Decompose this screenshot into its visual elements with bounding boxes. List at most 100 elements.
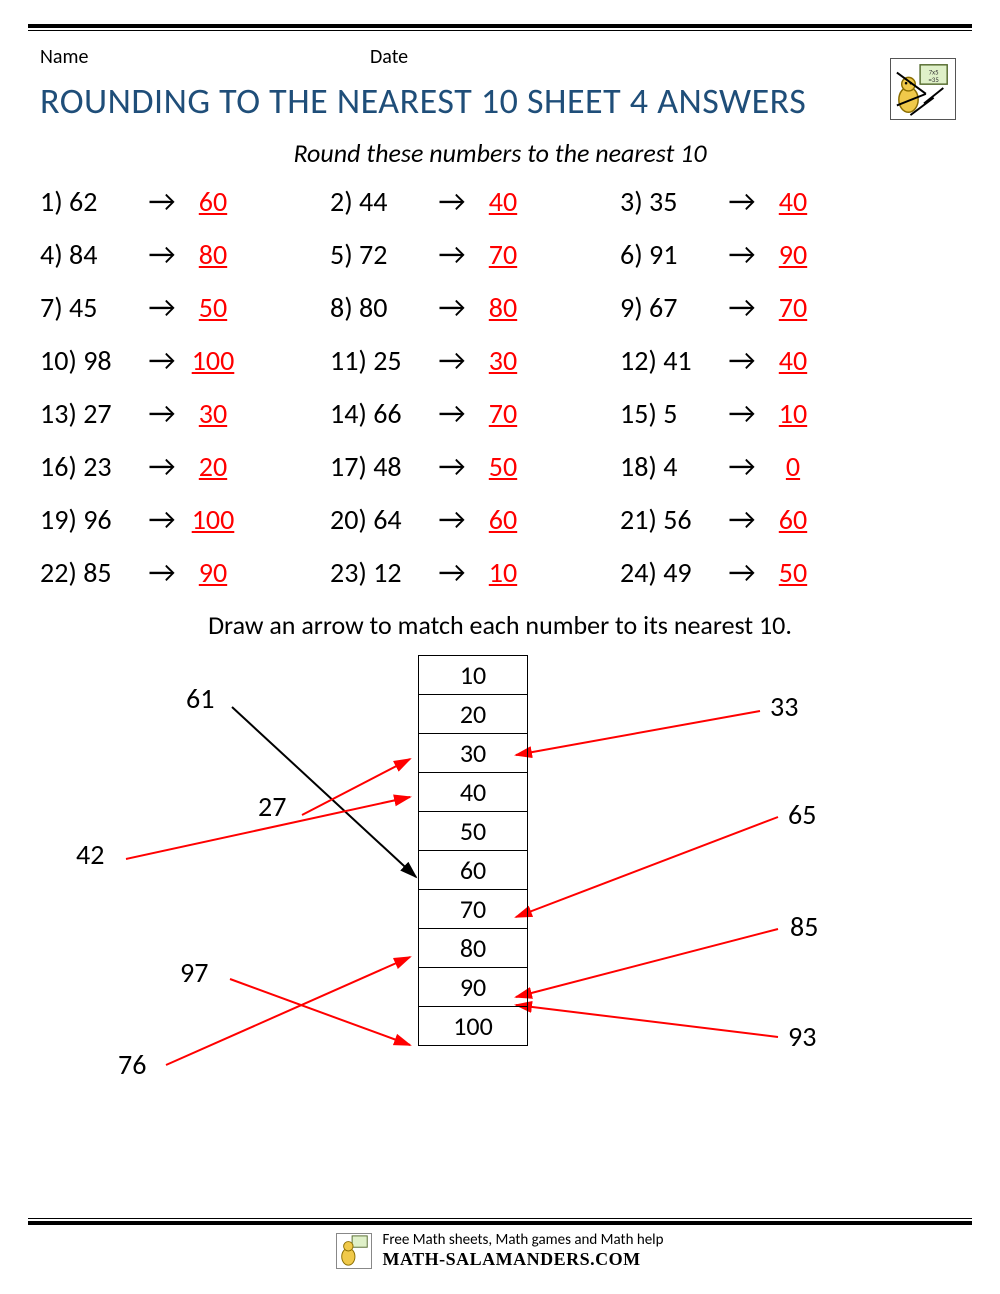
- problem-cell: 5) 72→70: [330, 236, 620, 273]
- problem-answer: 40: [768, 343, 818, 378]
- instruction-match: Draw an arrow to match each number to it…: [0, 609, 1000, 641]
- problem-answer: 60: [768, 502, 818, 537]
- problem-cell: 11) 25→30: [330, 342, 620, 379]
- problem-cell: 8) 80→80: [330, 289, 620, 326]
- problem-cell: 24) 49→50: [620, 554, 910, 591]
- arrow-icon: →: [716, 289, 768, 326]
- arrow-icon: →: [716, 183, 768, 220]
- problem-row: 7) 45→508) 80→809) 67→70: [40, 289, 960, 326]
- problem-answer: 70: [478, 396, 528, 431]
- top-rule-thick: [28, 24, 972, 28]
- problem-answer: 80: [188, 237, 238, 272]
- problem-question: 6) 91: [620, 237, 716, 272]
- problem-cell: 9) 67→70: [620, 289, 910, 326]
- problem-question: 5) 72: [330, 237, 426, 272]
- problem-row: 13) 27→3014) 66→7015) 5→10: [40, 395, 960, 432]
- arrow-icon: →: [426, 501, 478, 538]
- problem-question: 18) 4: [620, 449, 716, 484]
- problem-cell: 19) 96→100: [40, 501, 330, 538]
- problem-question: 17) 48: [330, 449, 426, 484]
- arrow-icon: →: [426, 554, 478, 591]
- arrow-icon: →: [716, 501, 768, 538]
- page-title: ROUNDING TO THE NEAREST 10 SHEET 4 ANSWE…: [0, 75, 1000, 129]
- problem-cell: 22) 85→90: [40, 554, 330, 591]
- tens-cell: 40: [419, 773, 528, 812]
- problem-answer: 90: [768, 237, 818, 272]
- date-label: Date: [370, 45, 408, 69]
- problem-cell: 10) 98→100: [40, 342, 330, 379]
- diagram-number-label: 27: [258, 789, 286, 824]
- problem-answer: 0: [768, 449, 818, 484]
- problem-answer: 60: [478, 502, 528, 537]
- problem-question: 3) 35: [620, 184, 716, 219]
- problem-row: 4) 84→805) 72→706) 91 → 90: [40, 236, 960, 273]
- problem-cell: 12) 41→40: [620, 342, 910, 379]
- problem-answer: 70: [478, 237, 528, 272]
- subtitle: Round these numbers to the nearest 10: [0, 137, 1000, 169]
- problem-question: 16) 23: [40, 449, 136, 484]
- problem-cell: 16) 23→20: [40, 448, 330, 485]
- problem-answer: 10: [478, 555, 528, 590]
- problem-answer: 90: [188, 555, 238, 590]
- problem-cell: 3) 35→40: [620, 183, 910, 220]
- footer: Free Math sheets, Math games and Math he…: [0, 1216, 1000, 1270]
- arrow-icon: →: [426, 289, 478, 326]
- problem-question: 10) 98: [40, 343, 136, 378]
- arrow-icon: →: [426, 342, 478, 379]
- arrow-icon: →: [136, 236, 188, 273]
- problem-question: 13) 27: [40, 396, 136, 431]
- problem-answer: 50: [188, 290, 238, 325]
- tens-cell: 70: [419, 890, 528, 929]
- tens-cell: 90: [419, 968, 528, 1007]
- problem-answer: 40: [768, 184, 818, 219]
- tens-cell: 20: [419, 695, 528, 734]
- brand-logo: 7x5 =35: [890, 58, 956, 120]
- problem-question: 21) 56: [620, 502, 716, 537]
- arrow-icon: →: [136, 342, 188, 379]
- problem-row: 16) 23→2017) 48→5018) 4→0: [40, 448, 960, 485]
- diagram-number-label: 65: [788, 797, 816, 832]
- arrow-icon: →: [136, 448, 188, 485]
- problem-question: 23) 12: [330, 555, 426, 590]
- svg-text:=35: =35: [929, 76, 940, 84]
- problem-answer: 30: [478, 343, 528, 378]
- problem-answer: 60: [188, 184, 238, 219]
- arrow-icon: →: [136, 289, 188, 326]
- diagram-number-label: 93: [788, 1019, 816, 1054]
- arrow-icon: →: [716, 554, 768, 591]
- problem-question: 12) 41: [620, 343, 716, 378]
- problem-question: 24) 49: [620, 555, 716, 590]
- tens-cell: 80: [419, 929, 528, 968]
- diagram-number-label: 61: [186, 681, 214, 716]
- footer-logo-icon: [336, 1233, 372, 1269]
- tens-cell: 60: [419, 851, 528, 890]
- problem-cell: 4) 84→80: [40, 236, 330, 273]
- problem-cell: 21) 56→60: [620, 501, 910, 538]
- problem-question: 4) 84: [40, 237, 136, 272]
- arrow-icon: →: [136, 554, 188, 591]
- problem-question: 11) 25: [330, 343, 426, 378]
- diagram-number-label: 85: [790, 909, 818, 944]
- problem-question: 2) 44: [330, 184, 426, 219]
- problem-question: 19) 96: [40, 502, 136, 537]
- arrow-icon: →: [136, 395, 188, 432]
- tens-cell: 50: [419, 812, 528, 851]
- problem-answer: 20: [188, 449, 238, 484]
- arrow-icon: →: [426, 183, 478, 220]
- worksheet-page: Name Date 7x5 =35 ROUNDING TO THE NEARES…: [0, 0, 1000, 1294]
- problem-answer: 70: [768, 290, 818, 325]
- problem-question: 20) 64: [330, 502, 426, 537]
- problem-question: 8) 80: [330, 290, 426, 325]
- problem-answer: 40: [478, 184, 528, 219]
- diagram-number-label: 97: [180, 955, 208, 990]
- arrow-icon: →: [426, 448, 478, 485]
- problem-cell: 14) 66→70: [330, 395, 620, 432]
- arrow-icon: →: [716, 395, 768, 432]
- tens-cell: 10: [419, 656, 528, 695]
- problem-answer: 10: [768, 396, 818, 431]
- problem-question: 15) 5: [620, 396, 716, 431]
- arrow-icon: →: [426, 395, 478, 432]
- diagram-number-label: 33: [770, 689, 798, 724]
- name-label: Name: [40, 45, 370, 69]
- footer-brand: MATH-SALAMANDERS.COM: [382, 1249, 663, 1270]
